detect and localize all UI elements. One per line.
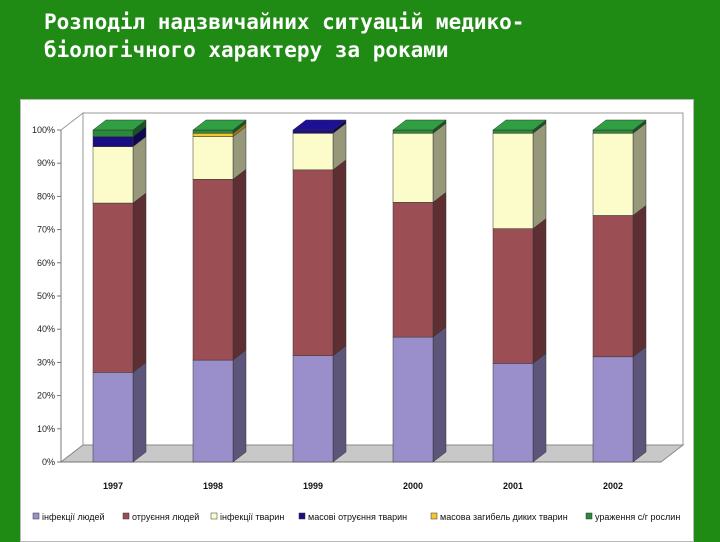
chart-side-wall — [60, 111, 84, 464]
bar-segment-side — [332, 345, 347, 463]
bar-segment-side — [532, 122, 547, 230]
legend-swatch — [430, 512, 438, 520]
legend-label: інфекції тварин — [220, 512, 284, 522]
bar-segment-side — [532, 352, 547, 463]
bar-segment-top — [592, 119, 647, 131]
legend-label: масова загибель диких тварин — [440, 512, 568, 522]
bar-segment-top — [492, 119, 547, 131]
legend-label: масові отруєння тварин — [308, 512, 407, 522]
bar-segment-side — [232, 168, 247, 361]
x-category-label: 2002 — [603, 481, 623, 491]
slide-title-line-2: біологічного характеру за роками — [44, 38, 449, 62]
bar-segment — [192, 136, 234, 180]
legend-swatch — [298, 512, 306, 520]
y-tick-label: 30% — [37, 357, 55, 367]
bar-segment — [192, 359, 234, 463]
y-tick-label: 80% — [37, 191, 55, 201]
y-tick-label: 70% — [37, 225, 55, 235]
bar-segment-side — [132, 192, 147, 373]
chart-panel: 0% 10% 20% 30% 40% 50% 60% 70% 80% 90% 100% 1997 199… — [20, 99, 694, 542]
y-tick-label: 90% — [37, 158, 55, 168]
y-tick-label: 20% — [37, 391, 55, 401]
bar-segment-side — [332, 159, 347, 357]
bar-segment — [92, 202, 134, 373]
bar-segment — [492, 363, 534, 463]
y-tick-label: 60% — [37, 258, 55, 268]
bar-segment-side — [132, 361, 147, 463]
y-tick-label: 40% — [37, 324, 55, 334]
bar-segment — [192, 129, 234, 134]
bar-segment-side — [132, 136, 147, 204]
bar-segment-side — [632, 122, 647, 216]
bar-segment — [592, 356, 634, 463]
bar-segment — [592, 215, 634, 358]
bar-segment — [192, 179, 234, 361]
bar-segment-side — [432, 122, 447, 203]
legend-swatch — [210, 512, 218, 520]
x-category-label: 1998 — [203, 481, 223, 491]
y-tick-label: 50% — [37, 291, 55, 301]
bar-segment — [292, 133, 334, 171]
bar-segment — [92, 372, 134, 463]
y-tick-label: 10% — [37, 424, 55, 434]
legend-swatch — [585, 512, 593, 520]
bar-segment-top — [292, 119, 347, 131]
legend-label: інфекції людей — [42, 512, 105, 522]
bar-segment-top — [192, 119, 247, 131]
y-tick-label: 100% — [32, 125, 55, 135]
bar-segment — [492, 133, 534, 229]
legend-swatch — [32, 512, 40, 520]
legend-label: ураження с/г рослин — [595, 512, 680, 522]
legend-swatch — [122, 512, 130, 520]
bar-segment — [292, 169, 334, 357]
x-category-label: 1999 — [303, 481, 323, 491]
bar-segment-side — [532, 218, 547, 364]
slide-title-line-1: Розподіл надзвичайних ситуацій медико- — [44, 10, 525, 34]
y-tick-label: 0% — [42, 457, 55, 467]
bar-segment — [392, 133, 434, 203]
bar-segment-top — [392, 119, 447, 131]
bar-segment-side — [432, 326, 447, 463]
bar-segment-side — [232, 349, 247, 463]
x-category-label: 2000 — [403, 481, 423, 491]
bar-segment — [392, 129, 434, 134]
chart-floor — [59, 444, 685, 463]
stacked-bar-chart: 0% 10% 20% 30% 40% 50% 60% 70% 80% 90% 100% 1997 199… — [32, 111, 685, 522]
bar-segment — [92, 136, 134, 147]
bar-segment — [492, 129, 534, 134]
bar-segment — [92, 129, 134, 137]
bar-segment — [592, 129, 634, 134]
x-category-label: 2001 — [503, 481, 523, 491]
bar-segment — [392, 202, 434, 338]
bar-segment — [92, 146, 134, 204]
x-category-label: 1997 — [103, 481, 123, 491]
bar-segment-side — [432, 191, 447, 338]
bar-segment — [292, 355, 334, 463]
slide-title: Розподіл надзвичайних ситуацій медико- б… — [44, 8, 684, 64]
bar-segment — [292, 129, 334, 134]
bar-segment-side — [632, 346, 647, 463]
bar-segment — [392, 336, 434, 463]
bar-segment-side — [632, 204, 647, 358]
bar-segment — [492, 228, 534, 364]
legend-label: отруєння людей — [132, 512, 199, 522]
bar-segment-top — [92, 119, 147, 131]
bar-segment — [192, 133, 234, 137]
bar-segment — [592, 133, 634, 216]
